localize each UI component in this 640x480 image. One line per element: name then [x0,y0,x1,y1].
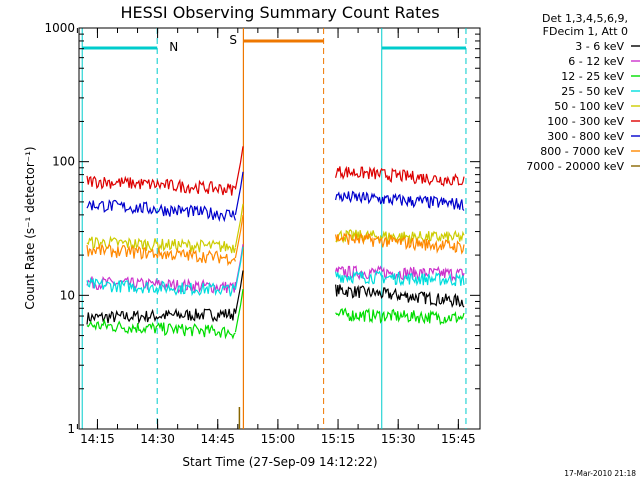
series-line [86,199,236,223]
series-line [335,165,465,187]
footer-date: 17-Mar-2010 21:18 [564,469,636,478]
legend-label: 100 - 300 keV [547,115,624,128]
y-tick-label: 100 [52,155,75,169]
y-tick-label: 10 [60,288,75,302]
series-spike [234,289,244,333]
night-label: N [169,40,178,54]
x-axis-label: Start Time (27-Sep-09 14:12:22) [182,455,377,469]
legend: Det 1,3,4,5,6,9,FDecim 1, Att 0 3 - 6 keV… [526,12,640,173]
legend-header: FDecim 1, Att 0 [543,25,628,38]
y-tick-label: 1 [67,422,75,436]
legend-label: 12 - 25 keV [561,70,624,83]
series-line [86,243,236,267]
y-tick-label: 1000 [44,21,75,35]
series-spike [234,214,244,259]
x-tick-label: 14:15 [80,432,115,446]
plot-frame [78,27,481,430]
series-line [335,270,465,287]
series-line [335,232,465,255]
series-line [86,318,236,340]
series-line [86,235,236,254]
series-line [86,276,236,294]
series-spike [234,146,244,190]
legend-label: 300 - 800 keV [547,130,624,143]
series-spike [234,270,244,314]
legend-label: 6 - 12 keV [568,55,624,68]
series-spike [234,246,244,290]
series-line [86,175,236,196]
series-spike [234,203,244,248]
legend-label: 3 - 6 keV [575,40,624,53]
legend-label: 7000 - 20000 keV [526,160,624,173]
legend-label: 50 - 100 keV [554,100,624,113]
x-tick-label: 14:45 [200,432,235,446]
legend-header: Det 1,3,4,5,6,9, [542,12,628,25]
chart-title: HESSI Observing Summary Count Rates [120,3,439,22]
series-line [86,307,236,325]
x-tick-label: 15:30 [381,432,416,446]
x-tick-label: 15:00 [261,432,296,446]
saa-label: S [229,33,237,47]
series-line [335,284,465,309]
axes: 1 10 100 1000 14:15 14:30 14:45 15:00 15:15 15:30… [44,21,480,446]
legend-label: 800 - 7000 keV [540,145,624,158]
x-tick-label: 14:30 [140,432,175,446]
legend-label: 25 - 50 keV [561,85,624,98]
series-line [335,307,465,326]
series-line [86,277,236,297]
series-spike [234,171,244,216]
y-axis-label: Count Rate (s⁻¹ detector⁻¹) [23,146,37,309]
series-line [335,190,465,211]
series-line [335,265,465,283]
x-tick-label: 15:45 [441,432,476,446]
x-tick-label: 15:15 [321,432,356,446]
